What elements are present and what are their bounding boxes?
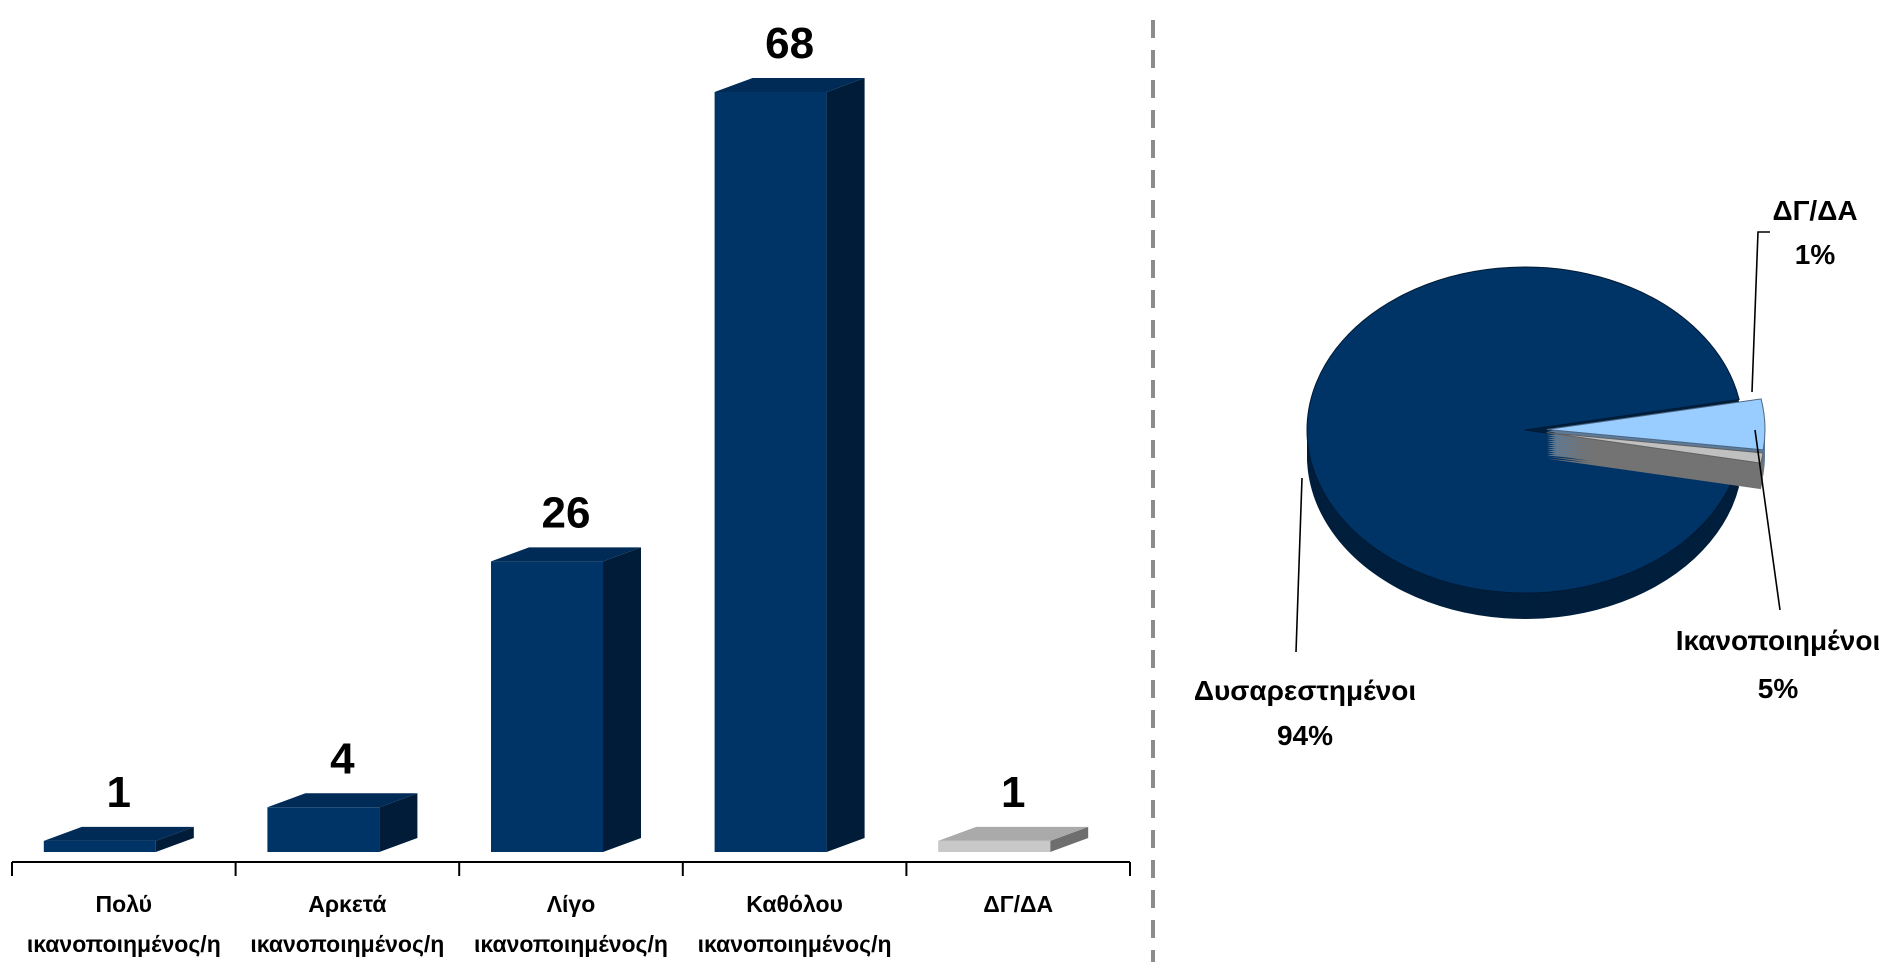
bar xyxy=(43,826,194,852)
pie-slice-depth xyxy=(1546,450,1764,482)
category-label: ικανοποιημένος/η xyxy=(27,931,221,957)
category-label: ικανοποιημένος/η xyxy=(474,931,668,957)
pie-slice-depth xyxy=(1546,440,1764,472)
data-label: 1 xyxy=(1001,768,1025,817)
pie-slice-depth xyxy=(1546,458,1764,490)
pie-slice xyxy=(1546,432,1764,490)
category-label: Πολύ xyxy=(96,891,153,917)
bar-top xyxy=(491,547,641,562)
bar xyxy=(938,826,1089,852)
category-label: Αρκετά xyxy=(308,891,386,917)
slice-label: Ικανοποιημένοι xyxy=(1676,625,1880,656)
category-label: Λίγο xyxy=(547,891,596,917)
pie-slice-top xyxy=(1306,266,1740,594)
bar-front xyxy=(491,561,603,852)
leader-line xyxy=(1751,231,1770,393)
bar-chart: 1 Πολύ ικανοποιημένος/η 4 Αρκετά ικανοποιημέν… xyxy=(11,19,1131,957)
slice-label: ΔΓ/ΔΑ xyxy=(1772,195,1857,226)
category-label: ικανοποιημένος/η xyxy=(250,931,444,957)
bar-top xyxy=(714,78,865,92)
bar-front xyxy=(43,840,156,852)
category-label: ΔΓ/ΔΑ xyxy=(983,891,1053,917)
data-label: 68 xyxy=(765,19,814,68)
slice-label: Δυσαρεστημένοι xyxy=(1194,675,1416,706)
bar-front xyxy=(938,840,1051,852)
pie-slice-depth xyxy=(1546,452,1764,484)
bar-top xyxy=(267,793,418,808)
pie-slice-depth xyxy=(1546,446,1764,478)
bar xyxy=(491,547,641,852)
pie-slice-depth xyxy=(1546,436,1764,468)
slice-percent-label: 5% xyxy=(1758,673,1799,704)
leader-line xyxy=(1754,429,1781,611)
data-label: 26 xyxy=(542,488,591,537)
category-label: Καθόλου xyxy=(746,891,843,917)
leader-line xyxy=(1295,477,1303,653)
pie-slice-depth xyxy=(1546,444,1764,476)
bar xyxy=(267,793,418,852)
bar xyxy=(714,78,865,852)
bar-side xyxy=(1050,826,1089,852)
data-label: 4 xyxy=(330,734,355,783)
bar-side xyxy=(826,78,865,852)
bar-front xyxy=(714,92,827,852)
slice-percent-label: 94% xyxy=(1277,720,1333,751)
pie-slice xyxy=(1306,266,1740,619)
pie-slice-depth xyxy=(1546,442,1764,474)
pie-slice-depth xyxy=(1546,434,1764,466)
bar-top xyxy=(938,826,1089,841)
bar-side xyxy=(155,826,194,852)
bar-side xyxy=(603,547,641,852)
pie-slice-depth xyxy=(1546,454,1764,486)
bar-top xyxy=(43,826,194,841)
pie-slice-depth xyxy=(1546,438,1764,470)
pie-chart: Δυσαρεστημένοι 94% Ικανοποιημένοι 5% ΔΓ/ΔΑ 1% xyxy=(1194,195,1880,751)
pie-slice-top xyxy=(1546,398,1766,451)
pie-slice-top xyxy=(1546,432,1764,464)
slice-percent-label: 1% xyxy=(1795,239,1836,270)
pie-slice-depth xyxy=(1546,448,1764,480)
bar-side xyxy=(379,793,418,852)
category-label: ικανοποιημένος/η xyxy=(698,931,892,957)
pie-slice-depth xyxy=(1546,456,1764,488)
data-label: 1 xyxy=(107,768,131,817)
bar-front xyxy=(267,807,380,852)
